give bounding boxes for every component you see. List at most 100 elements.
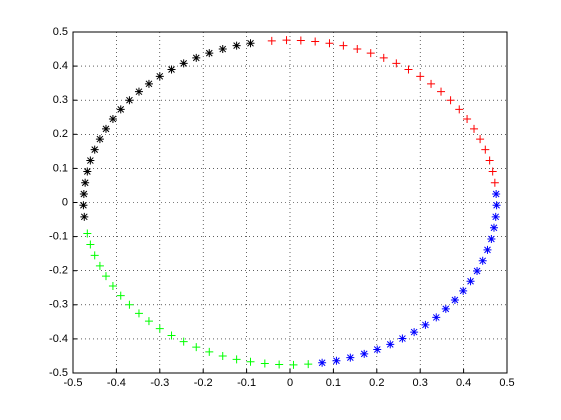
point	[192, 53, 201, 62]
axes-box	[72, 31, 508, 374]
y-tick-label: 0.5	[53, 26, 68, 38]
y-tick-label: 0.4	[53, 60, 68, 72]
point	[267, 36, 276, 45]
point	[81, 178, 90, 187]
point	[134, 309, 143, 318]
point	[134, 87, 143, 96]
point	[488, 167, 497, 176]
point	[332, 356, 341, 365]
x-tick-label: 0.1	[326, 377, 341, 389]
point	[318, 358, 327, 367]
point	[90, 145, 99, 154]
point	[192, 343, 201, 352]
point	[476, 135, 485, 144]
point	[427, 79, 436, 88]
point	[392, 59, 401, 68]
point	[473, 267, 482, 276]
point	[360, 349, 369, 358]
point	[108, 114, 117, 123]
point	[450, 296, 459, 305]
x-tick-label: -0.5	[64, 377, 83, 389]
point	[437, 87, 446, 96]
point	[232, 355, 241, 364]
point	[205, 347, 214, 356]
point	[463, 114, 472, 123]
point	[404, 65, 413, 74]
point	[466, 277, 475, 286]
y-tick-label: -0.3	[49, 299, 68, 311]
x-tick-label: 0	[287, 377, 293, 389]
x-tick-label: -0.3	[150, 377, 169, 389]
point	[289, 360, 298, 369]
point	[101, 272, 110, 281]
x-tick-label: 0.2	[369, 377, 384, 389]
point	[470, 124, 479, 133]
point	[108, 282, 117, 291]
point	[116, 105, 125, 114]
point	[487, 234, 496, 243]
y-tick-label: 0.2	[53, 128, 68, 140]
point	[218, 45, 227, 54]
point	[101, 124, 110, 133]
point	[490, 178, 499, 187]
point	[481, 145, 490, 154]
point	[492, 201, 501, 210]
point	[492, 189, 501, 198]
point	[90, 251, 99, 260]
point	[167, 331, 176, 340]
point	[491, 212, 500, 221]
point	[446, 96, 455, 105]
point	[339, 41, 348, 50]
point	[232, 41, 241, 50]
y-tick-label: -0.5	[49, 367, 68, 379]
x-tick-label: -0.4	[107, 377, 126, 389]
point	[282, 36, 291, 45]
point	[116, 291, 125, 300]
point	[83, 167, 92, 176]
point	[304, 360, 313, 369]
point	[179, 337, 188, 346]
point	[373, 345, 382, 354]
point	[155, 72, 164, 81]
point	[167, 65, 176, 74]
point	[432, 313, 441, 322]
point	[353, 45, 362, 54]
point	[346, 353, 355, 362]
point	[379, 53, 388, 62]
point	[260, 359, 269, 368]
point	[95, 261, 104, 270]
point	[485, 156, 494, 165]
y-tick-label: -0.4	[49, 333, 68, 345]
point	[246, 357, 255, 366]
point	[246, 39, 255, 48]
point	[205, 49, 214, 58]
point	[311, 37, 320, 46]
point	[155, 324, 164, 333]
point	[398, 334, 407, 343]
point	[441, 304, 450, 313]
point	[489, 223, 498, 232]
point	[86, 240, 95, 249]
x-tick-label: 0.4	[456, 377, 471, 389]
point	[410, 328, 419, 337]
point	[95, 135, 104, 144]
y-tick-label: -0.1	[49, 231, 68, 243]
point	[275, 360, 284, 369]
point	[296, 36, 305, 45]
point	[179, 59, 188, 68]
y-tick-label: 0.1	[53, 162, 68, 174]
point	[86, 156, 95, 165]
point	[79, 201, 88, 210]
point	[218, 351, 227, 360]
point	[386, 340, 395, 349]
point	[144, 79, 153, 88]
point	[83, 229, 92, 238]
point	[125, 300, 134, 309]
x-tick-label: 0.5	[499, 377, 514, 389]
point	[125, 96, 134, 105]
point	[80, 212, 89, 221]
point	[478, 256, 487, 265]
point	[366, 49, 375, 58]
y-tick-label: 0	[62, 196, 68, 208]
